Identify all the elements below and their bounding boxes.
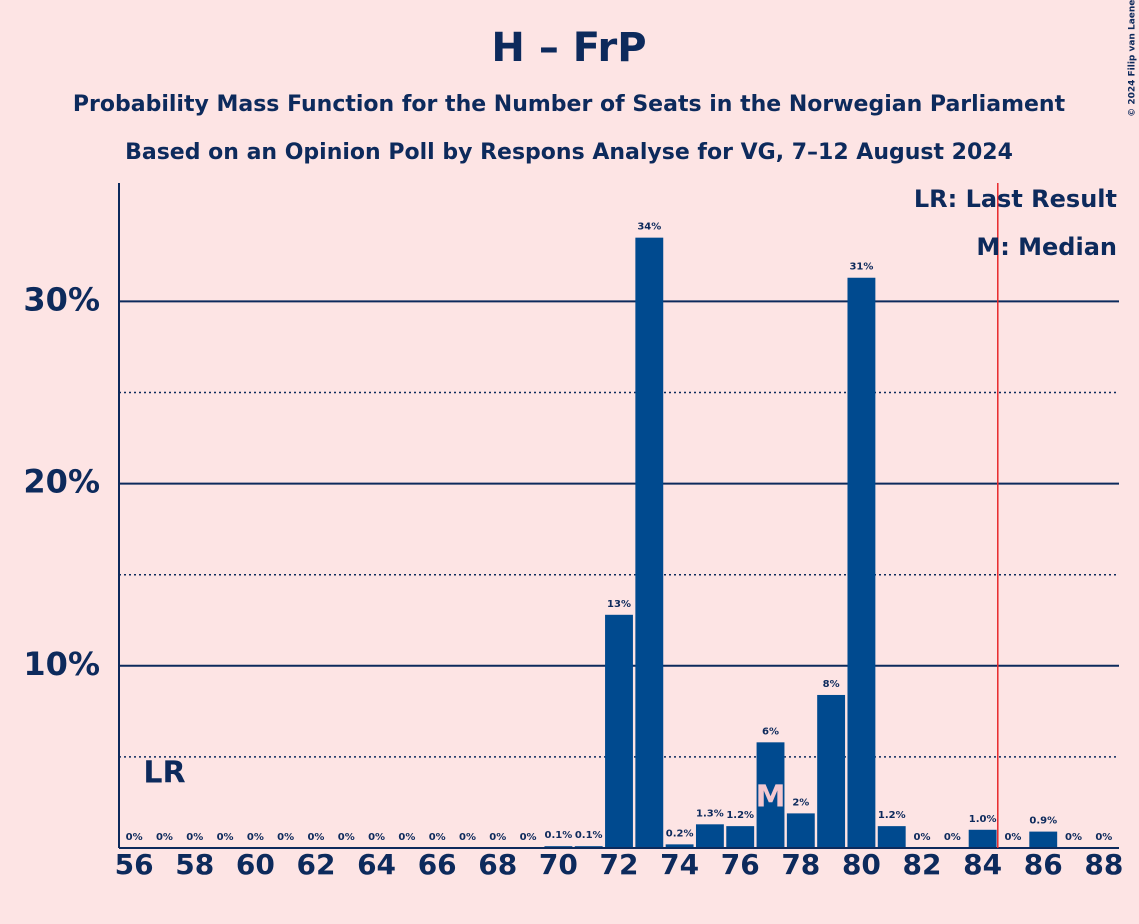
bar [877, 826, 906, 848]
value-label: 0.1% [575, 830, 603, 841]
value-label: 0% [914, 832, 931, 843]
x-tick-label: 88 [1084, 848, 1123, 881]
bar [726, 826, 755, 848]
x-tick-label: 62 [296, 848, 335, 881]
value-label: 0% [338, 832, 355, 843]
value-label: 0% [368, 832, 385, 843]
y-tick-label: 30% [23, 280, 100, 318]
bar [817, 694, 846, 848]
value-label: 8% [823, 679, 840, 690]
value-label: 34% [637, 222, 661, 233]
value-label: 2% [792, 797, 809, 808]
value-label: 0.1% [545, 830, 573, 841]
value-label: 0% [1004, 832, 1021, 843]
legend-entry: LR: Last Result [914, 185, 1117, 213]
value-label: 0% [186, 832, 203, 843]
bar [847, 277, 876, 848]
chart-subtitle: Based on an Opinion Poll by Respons Anal… [125, 140, 1013, 165]
value-label: 0% [489, 832, 506, 843]
value-label: 1.0% [969, 814, 997, 825]
x-tick-label: 64 [357, 848, 396, 881]
value-label: 0% [944, 832, 961, 843]
value-label: 0% [459, 832, 476, 843]
value-label: 0% [1095, 832, 1112, 843]
bar [695, 824, 724, 848]
value-label: 13% [607, 599, 631, 610]
x-tick-label: 60 [236, 848, 275, 881]
y-tick-label: 20% [23, 463, 100, 501]
value-label: 31% [849, 262, 873, 273]
bar [786, 813, 815, 848]
value-label: 0% [126, 832, 143, 843]
x-tick-label: 66 [418, 848, 457, 881]
x-tick-label: 74 [660, 848, 699, 881]
x-tick-label: 84 [963, 848, 1002, 881]
x-tick-label: 86 [1024, 848, 1063, 881]
x-tick-label: 82 [903, 848, 942, 881]
last-result-label: LR [143, 756, 185, 791]
chart-subtitle: Probability Mass Function for the Number… [73, 92, 1066, 117]
x-tick-label: 76 [721, 848, 760, 881]
bar [605, 614, 633, 848]
value-label: 0% [429, 832, 446, 843]
bar [756, 742, 785, 848]
value-label: 0% [156, 832, 173, 843]
value-label: 0% [398, 832, 415, 843]
value-label: 0% [520, 832, 537, 843]
value-label: 0% [1065, 832, 1082, 843]
x-tick-label: 56 [115, 848, 154, 881]
value-label: 1.2% [726, 810, 754, 821]
x-tick-label: 80 [842, 848, 881, 881]
value-label: 0.9% [1029, 816, 1057, 827]
value-label: 0% [247, 832, 264, 843]
value-label: 6% [762, 726, 779, 737]
copyright: © 2024 Filip van Laenen [1128, 0, 1138, 117]
value-label: 0.2% [666, 828, 694, 839]
bar [635, 237, 664, 848]
median-label: M [756, 780, 786, 815]
value-label: 0% [277, 832, 294, 843]
legend-entry: M: Median [976, 233, 1117, 261]
value-label: 1.3% [696, 808, 724, 819]
x-tick-label: 72 [600, 848, 639, 881]
x-tick-label: 70 [539, 848, 578, 881]
value-label: 0% [217, 832, 234, 843]
x-tick-label: 68 [478, 848, 517, 881]
bar [968, 829, 997, 848]
x-tick-label: 78 [781, 848, 820, 881]
value-label: 0% [307, 832, 324, 843]
chart-title: H – FrP [491, 25, 646, 71]
bar [665, 844, 694, 848]
value-label: 1.2% [878, 810, 906, 821]
y-tick-label: 10% [23, 645, 100, 683]
bar [1029, 831, 1058, 848]
x-tick-label: 58 [175, 848, 214, 881]
